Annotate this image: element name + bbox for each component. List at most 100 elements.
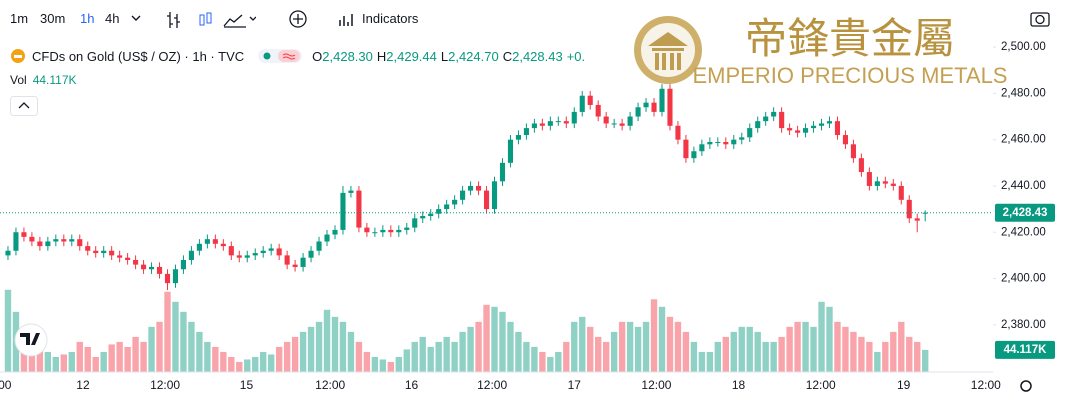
volume-bar [563, 341, 570, 372]
interval-button[interactable]: 1h [80, 11, 95, 26]
volume-bar [858, 336, 865, 372]
candle-body [148, 266, 155, 270]
interval-button[interactable]: 1m [10, 11, 29, 26]
volume-bar [244, 359, 251, 372]
indicators-icon[interactable] [338, 10, 356, 28]
candle-body [141, 264, 147, 270]
volume-bar [922, 349, 929, 372]
volume-bar [722, 336, 729, 372]
x-tick-label: 12:00 [315, 378, 345, 392]
candle-body [244, 255, 250, 258]
volume-bar [826, 306, 833, 372]
candle-body [795, 130, 801, 133]
candle-body [13, 232, 19, 251]
x-tick-label: 19 [897, 378, 911, 392]
candle-body [388, 229, 394, 233]
volume-bar [260, 351, 267, 372]
settings-icon[interactable] [1020, 380, 1032, 392]
candle-body [635, 107, 641, 117]
y-tick-label: 2,500.00 [1001, 41, 1046, 53]
screenshot-button[interactable] [1030, 10, 1050, 28]
volume-bar [371, 356, 379, 372]
logo-emblem [648, 32, 688, 70]
volume-bar [674, 321, 682, 372]
volume-bar [140, 341, 147, 372]
volume-bar [602, 341, 610, 372]
x-tick-label: 12:00 [806, 378, 836, 392]
candle-body [810, 125, 817, 129]
y-tick-label: 2,380.00 [1001, 319, 1046, 331]
candle-body [723, 141, 729, 145]
volume-bar [172, 301, 179, 372]
interval-button[interactable]: 4h [105, 11, 120, 26]
candle-body [547, 121, 553, 126]
x-tick-label: 00 [0, 378, 12, 392]
ohlc-value: 2,428.43 [512, 48, 563, 64]
candle-body [21, 232, 27, 237]
candle-body [850, 144, 856, 159]
volume-bar [626, 321, 634, 372]
volume-bar [890, 331, 897, 372]
compare-button[interactable] [288, 9, 308, 29]
candle-body [523, 128, 529, 136]
volume-bar [834, 321, 841, 372]
tv-logo-circle [14, 323, 48, 357]
volume-bar [275, 346, 283, 372]
ohlc-value: 2,428.30 [322, 48, 373, 64]
candle-body [460, 190, 466, 200]
volume-bar [180, 311, 187, 372]
x-tick-label: 12 [76, 378, 90, 392]
candle-body [372, 232, 378, 234]
candle-body [747, 128, 753, 138]
ohlc-key: C [502, 48, 513, 64]
volume-bar [610, 331, 618, 372]
chart-style-icons[interactable] [166, 10, 256, 30]
volume-bar [411, 341, 418, 372]
candle-body [156, 266, 163, 274]
candle-body [803, 128, 809, 133]
volume-bar [650, 299, 658, 372]
candle-body [683, 139, 689, 159]
ohlc-values: O2,428.30 H2,429.44 L2,424.70 C2,428.43 [312, 49, 563, 64]
last-price-box [995, 203, 1055, 222]
watermark-logo [634, 16, 702, 84]
volume-bar [156, 321, 163, 372]
volume-bar [618, 321, 626, 372]
volume-bar [794, 321, 801, 372]
candle-body [340, 192, 346, 230]
volume-bar [363, 351, 371, 372]
watermark-chinese: 帝鋒貴金屬 [745, 14, 955, 63]
candle-body [420, 216, 426, 219]
candle-body [476, 185, 482, 191]
x-tick-label: 15 [240, 378, 254, 392]
candle-body [61, 239, 67, 242]
volume-bar [770, 341, 777, 372]
candle-body [404, 227, 410, 230]
candle-body [539, 123, 545, 126]
volume-bar [499, 311, 506, 372]
candle-body [85, 246, 91, 251]
volume-bar [491, 306, 498, 372]
volume-bar [68, 351, 75, 372]
volume-name: Vol [10, 73, 27, 87]
volume-bar [642, 321, 650, 372]
collapse-button[interactable] [10, 96, 38, 116]
volume-bar [634, 326, 642, 372]
interval-menu[interactable] [130, 13, 142, 23]
interval-button[interactable]: 30m [40, 11, 66, 26]
indicators-button[interactable]: Indicators [362, 11, 419, 26]
volume-bar [539, 351, 546, 372]
candle-body [45, 241, 51, 247]
candle-body [715, 141, 721, 143]
volume-bar [874, 351, 881, 372]
volume-bar [267, 354, 275, 372]
candle-body [826, 121, 833, 124]
volume-bar [84, 346, 91, 372]
volume-bar [443, 336, 450, 372]
candle-body [707, 141, 713, 145]
x-tick-label: 12:00 [971, 378, 1001, 392]
y-tick-label: 2,420.00 [1001, 226, 1046, 238]
candle-body [874, 181, 880, 186]
volume-bar [116, 341, 123, 372]
